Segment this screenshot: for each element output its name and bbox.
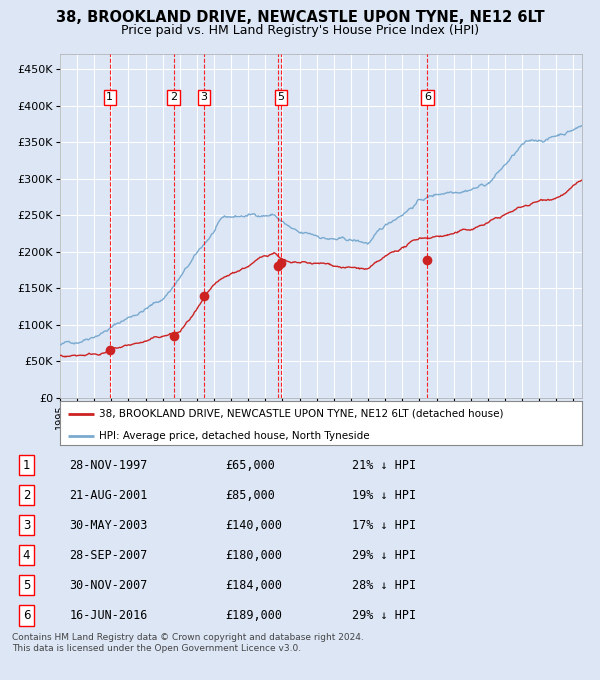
Text: 16-JUN-2016: 16-JUN-2016: [70, 609, 148, 622]
Text: 1: 1: [106, 92, 113, 102]
Text: £189,000: £189,000: [225, 609, 282, 622]
Text: 19% ↓ HPI: 19% ↓ HPI: [352, 489, 416, 502]
Text: 5: 5: [277, 92, 284, 102]
Text: 2: 2: [170, 92, 177, 102]
Text: 4: 4: [23, 549, 30, 562]
Text: HPI: Average price, detached house, North Tyneside: HPI: Average price, detached house, Nort…: [99, 430, 370, 441]
Text: £65,000: £65,000: [225, 459, 275, 472]
Text: 21-AUG-2001: 21-AUG-2001: [70, 489, 148, 502]
Text: 3: 3: [23, 519, 30, 532]
Text: 28-NOV-1997: 28-NOV-1997: [70, 459, 148, 472]
Text: £85,000: £85,000: [225, 489, 275, 502]
Text: 38, BROOKLAND DRIVE, NEWCASTLE UPON TYNE, NE12 6LT: 38, BROOKLAND DRIVE, NEWCASTLE UPON TYNE…: [56, 10, 544, 25]
Text: 28-SEP-2007: 28-SEP-2007: [70, 549, 148, 562]
Text: Contains HM Land Registry data © Crown copyright and database right 2024.
This d: Contains HM Land Registry data © Crown c…: [12, 634, 364, 653]
Text: Price paid vs. HM Land Registry's House Price Index (HPI): Price paid vs. HM Land Registry's House …: [121, 24, 479, 37]
Text: 21% ↓ HPI: 21% ↓ HPI: [352, 459, 416, 472]
Text: £184,000: £184,000: [225, 579, 282, 592]
Text: £140,000: £140,000: [225, 519, 282, 532]
Text: 6: 6: [23, 609, 30, 622]
Text: £180,000: £180,000: [225, 549, 282, 562]
Text: 28% ↓ HPI: 28% ↓ HPI: [352, 579, 416, 592]
Text: 1: 1: [23, 459, 30, 472]
Text: 30-MAY-2003: 30-MAY-2003: [70, 519, 148, 532]
Text: 30-NOV-2007: 30-NOV-2007: [70, 579, 148, 592]
Text: 17% ↓ HPI: 17% ↓ HPI: [352, 519, 416, 532]
Text: 3: 3: [200, 92, 208, 102]
Text: 29% ↓ HPI: 29% ↓ HPI: [352, 609, 416, 622]
Text: 5: 5: [23, 579, 30, 592]
Text: 6: 6: [424, 92, 431, 102]
Text: 2: 2: [23, 489, 30, 502]
Text: 29% ↓ HPI: 29% ↓ HPI: [352, 549, 416, 562]
Text: 38, BROOKLAND DRIVE, NEWCASTLE UPON TYNE, NE12 6LT (detached house): 38, BROOKLAND DRIVE, NEWCASTLE UPON TYNE…: [99, 409, 503, 419]
